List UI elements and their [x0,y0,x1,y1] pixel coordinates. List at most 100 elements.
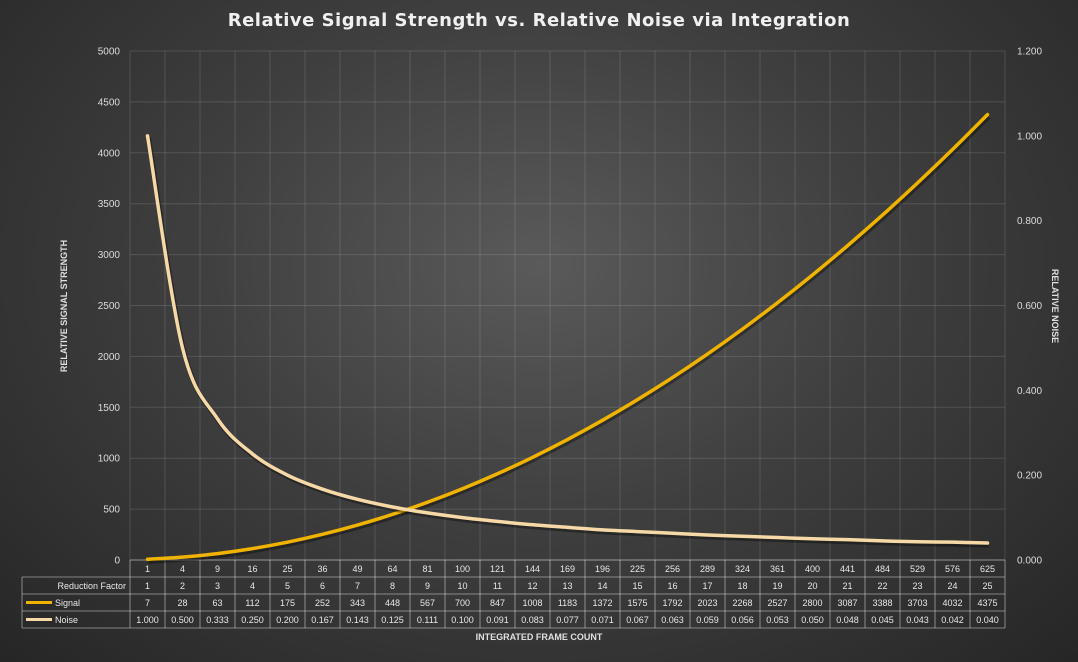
x-tick-label: 64 [387,564,397,574]
y-left-tick-label: 4000 [98,148,121,159]
x-tick-label: 324 [735,564,750,574]
table-cell: 1008 [522,598,542,608]
table-cell: 0.100 [451,615,474,625]
table-cell: 25 [982,581,992,591]
table-cell: 3087 [837,598,857,608]
series-line-signal-shadow [148,114,991,564]
y-left-tick-label: 1000 [98,454,121,465]
grid [129,50,1006,561]
y-left-tick-label: 5000 [98,47,121,58]
table-cell: 0.056 [731,615,754,625]
table-cell: 20 [807,581,817,591]
table-cell: 15 [632,581,642,591]
series-line-noise [145,134,990,545]
table-cell: 24 [947,581,957,591]
x-tick-label: 49 [352,564,362,574]
x-tick-label: 196 [595,564,610,574]
table-cell: 0.048 [836,615,859,625]
table-cell: 1183 [558,598,577,608]
y-left-tick-label: 2000 [98,352,121,363]
x-axis-label: INTEGRATED FRAME COUNT [475,632,603,642]
table-cell: 9 [425,581,430,591]
table-cell: 7 [145,598,150,608]
y-left-tick-label: 3500 [98,199,121,210]
table-cell: 2023 [697,598,717,608]
table-cell: 5 [285,581,290,591]
data-table: 1 4 9 16 25 36 49 64 81 100 121 144 169 196 225 256 289 3… [21,559,1006,629]
table-cell: 0.063 [661,615,684,625]
table-row-label: Noise [55,615,78,625]
x-tick-label: 144 [525,564,540,574]
y-axis-left-ticks: 0 500 1000 1500 2000 2500 3000 3500 4000 4500 5000 [98,47,121,567]
table-cell: 1.000 [136,615,159,625]
table-cell: 3388 [872,598,892,608]
table-cell: 0.083 [521,615,544,625]
x-tick-label: 484 [875,564,890,574]
table-cell: 4032 [942,598,962,608]
table-cell: 0.200 [276,615,299,625]
table-cell: 0.167 [311,615,334,625]
table-cell: 4375 [977,598,997,608]
table-cell: 0.500 [171,615,194,625]
table-cell: 19 [772,581,782,591]
table-cell: 7 [355,581,360,591]
table-cell: 4 [250,581,255,591]
y-left-tick-label: 500 [103,505,120,516]
table-cell: 0.125 [381,615,404,625]
table-cell: 0.091 [486,615,509,625]
x-tick-label: 400 [805,564,820,574]
table-cell: 0.111 [417,615,438,625]
table-cell: 28 [177,598,187,608]
x-tick-label: 4 [180,564,185,574]
x-tick-label: 100 [455,564,470,574]
table-cell: 700 [455,598,470,608]
table-cell: 22 [877,581,887,591]
chart-title: Relative Signal Strength vs. Relative No… [227,10,851,31]
table-cell: 8 [390,581,395,591]
table-cell: 17 [702,581,712,591]
y-right-tick-label: 0.800 [1017,216,1042,227]
table-cell: 2268 [732,598,752,608]
table-cell: 175 [280,598,295,608]
y-left-tick-label: 1500 [98,403,121,414]
table-cell: 3 [215,581,220,591]
table-cell: 0.143 [346,615,369,625]
table-cell: 2527 [767,598,787,608]
table-row-label: Signal [55,598,80,608]
table-cell: 10 [457,581,467,591]
x-tick-label: 9 [215,564,220,574]
x-tick-label: 25 [282,564,292,574]
table-cell: 112 [245,598,259,608]
table-cell: 0.059 [696,615,719,625]
series-line-signal [145,112,990,562]
y-right-tick-label: 1.200 [1017,47,1042,58]
table-cell: 0.050 [801,615,824,625]
y-left-tick-label: 4500 [98,97,121,108]
y-right-tick-label: 0.200 [1017,471,1042,482]
table-cell: 12 [527,581,537,591]
table-cell: 11 [493,581,502,591]
table-cell: 1372 [592,598,612,608]
y-left-tick-label: 0 [114,556,120,567]
table-cell: 1792 [662,598,682,608]
table-cell: 1 [145,581,150,591]
table-cell: 448 [385,598,400,608]
table-cell: 0.040 [976,615,999,625]
table-cell: 0.250 [241,615,264,625]
table-cell: 21 [842,581,852,591]
table-cell: 252 [315,598,330,608]
table-cell: 23 [912,581,922,591]
series-lines [145,112,991,564]
x-tick-label: 36 [317,564,327,574]
x-tick-label: 225 [630,564,645,574]
table-cell: 13 [562,581,572,591]
table-cell: 63 [212,598,222,608]
y-left-tick-label: 2500 [98,301,121,312]
x-tick-label: 121 [490,564,505,574]
table-cell: 6 [320,581,325,591]
table-cell: 2 [180,581,185,591]
x-tick-label: 529 [910,564,925,574]
table-cell: 16 [667,581,677,591]
table-cell: 0.053 [766,615,789,625]
series-line-noise-shadow [146,137,989,548]
